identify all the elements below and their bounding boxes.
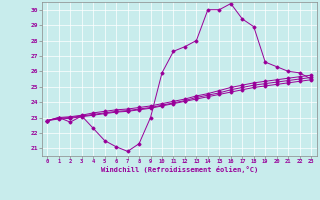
X-axis label: Windchill (Refroidissement éolien,°C): Windchill (Refroidissement éolien,°C) (100, 166, 258, 173)
